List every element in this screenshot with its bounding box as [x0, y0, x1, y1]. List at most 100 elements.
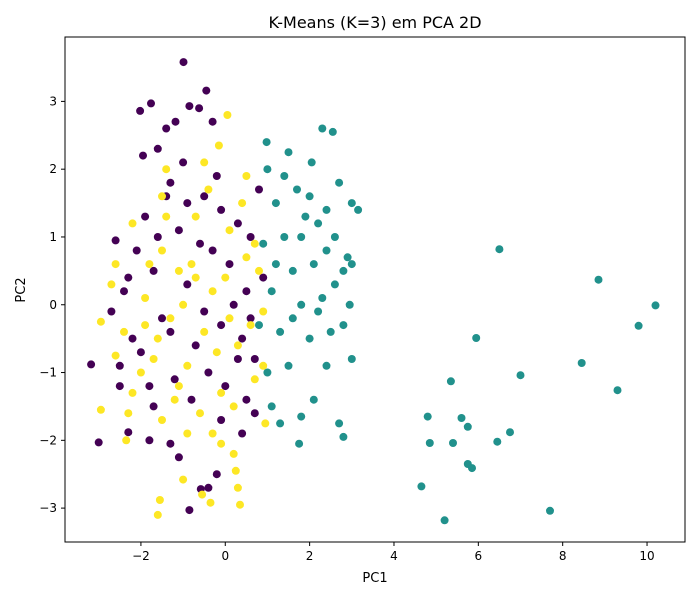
cluster-1-point [330, 233, 339, 241]
cluster-2-point [158, 246, 166, 255]
cluster-1-point [328, 127, 337, 136]
x-axis-label: PC1 [362, 571, 387, 586]
cluster-0-point [238, 334, 247, 343]
cluster-1-point [280, 233, 289, 241]
cluster-2-point [174, 266, 183, 275]
cluster-2-point [191, 212, 200, 221]
cluster-2-point [183, 361, 192, 370]
cluster-2-point [250, 375, 259, 384]
cluster-1-point [322, 246, 331, 255]
cluster-2-point [196, 409, 204, 418]
cluster-0-point [136, 106, 145, 115]
y-tick-label: 0 [49, 298, 57, 312]
x-tick-label: 4 [390, 549, 398, 563]
cluster-2-point [212, 348, 221, 357]
cluster-0-point [208, 117, 217, 126]
cluster-1-point [425, 439, 434, 447]
cluster-1-point [255, 321, 263, 330]
cluster-2-point [229, 402, 238, 411]
cluster-0-point [124, 428, 133, 437]
cluster-0-point [200, 307, 209, 316]
cluster-1-point [263, 368, 272, 377]
cluster-1-point [280, 172, 289, 180]
x-tick-label: 2 [306, 549, 314, 563]
cluster-1-point [263, 165, 272, 174]
cluster-1-point [347, 199, 356, 208]
cluster-0-point [204, 368, 213, 377]
cluster-0-point [115, 361, 124, 370]
cluster-1-point [613, 386, 622, 395]
cluster-0-point [136, 348, 145, 357]
cluster-2-point [204, 185, 213, 194]
cluster-1-point [307, 158, 316, 167]
cluster-0-point [87, 360, 96, 369]
cluster-0-point [217, 321, 226, 330]
cluster-1-point [297, 300, 306, 309]
cluster-2-point [200, 327, 209, 336]
cluster-2-point [145, 260, 154, 269]
cluster-0-point [217, 416, 226, 424]
cluster-1-point [288, 314, 297, 323]
x-tick-label: 8 [559, 549, 567, 563]
cluster-0-point [120, 287, 128, 296]
cluster-1-point [271, 260, 280, 269]
cluster-1-point [305, 334, 314, 343]
cluster-1-point [335, 419, 344, 428]
cluster-2-point [141, 294, 150, 302]
cluster-2-point [122, 436, 131, 445]
cluster-2-point [223, 111, 232, 119]
cluster-2-point [217, 388, 226, 397]
cluster-2-point [153, 334, 162, 343]
cluster-1-point [449, 439, 457, 447]
cluster-0-point [174, 226, 183, 235]
cluster-0-point [124, 273, 133, 282]
chart-title: K-Means (K=3) em PCA 2D [268, 13, 481, 32]
cluster-0-point [208, 246, 217, 255]
cluster-1-point [318, 294, 327, 302]
cluster-0-point [187, 395, 196, 404]
cluster-2-point [191, 273, 200, 282]
cluster-0-point [111, 236, 120, 245]
x-axis-ticks: −2 0 2 4 6 8 10 [132, 542, 655, 563]
cluster-0-point [162, 124, 171, 133]
x-tick-label: −2 [132, 549, 150, 563]
cluster-1-point [516, 371, 525, 380]
cluster-0-point [153, 233, 162, 241]
cluster-2-point [111, 260, 120, 269]
cluster-1-point [297, 412, 306, 421]
cluster-1-point [506, 428, 514, 437]
cluster-2-point [231, 466, 240, 475]
cluster-0-point [217, 205, 226, 214]
y-axis-ticks: −3 −2 −1 0 1 2 3 [39, 94, 65, 515]
y-axis-label: PC2 [14, 277, 29, 302]
scatter-points [87, 58, 660, 525]
cluster-0-point [233, 219, 242, 228]
cluster-0-point [179, 158, 188, 167]
cluster-2-point [255, 266, 263, 275]
cluster-0-point [128, 334, 137, 343]
cluster-2-point [206, 498, 215, 507]
cluster-2-point [208, 287, 217, 296]
cluster-2-point [261, 419, 270, 428]
cluster-0-point [185, 506, 194, 515]
cluster-0-point [229, 300, 238, 309]
cluster-1-point [339, 432, 348, 441]
cluster-2-point [214, 141, 223, 150]
cluster-2-point [250, 239, 259, 248]
cluster-2-point [179, 475, 188, 484]
cluster-1-point [423, 412, 432, 421]
y-tick-label: 3 [49, 94, 57, 108]
x-tick-label: 0 [221, 549, 229, 563]
cluster-1-point [271, 199, 280, 208]
cluster-0-point [158, 314, 166, 323]
cluster-0-point [242, 287, 251, 296]
cluster-2-point [158, 416, 166, 424]
cluster-2-point [225, 226, 234, 235]
y-tick-label: −1 [39, 366, 57, 380]
cluster-2-point [229, 449, 238, 458]
cluster-0-point [166, 178, 175, 187]
x-tick-label: 10 [639, 549, 654, 563]
cluster-0-point [183, 199, 192, 208]
cluster-0-point [141, 212, 150, 221]
